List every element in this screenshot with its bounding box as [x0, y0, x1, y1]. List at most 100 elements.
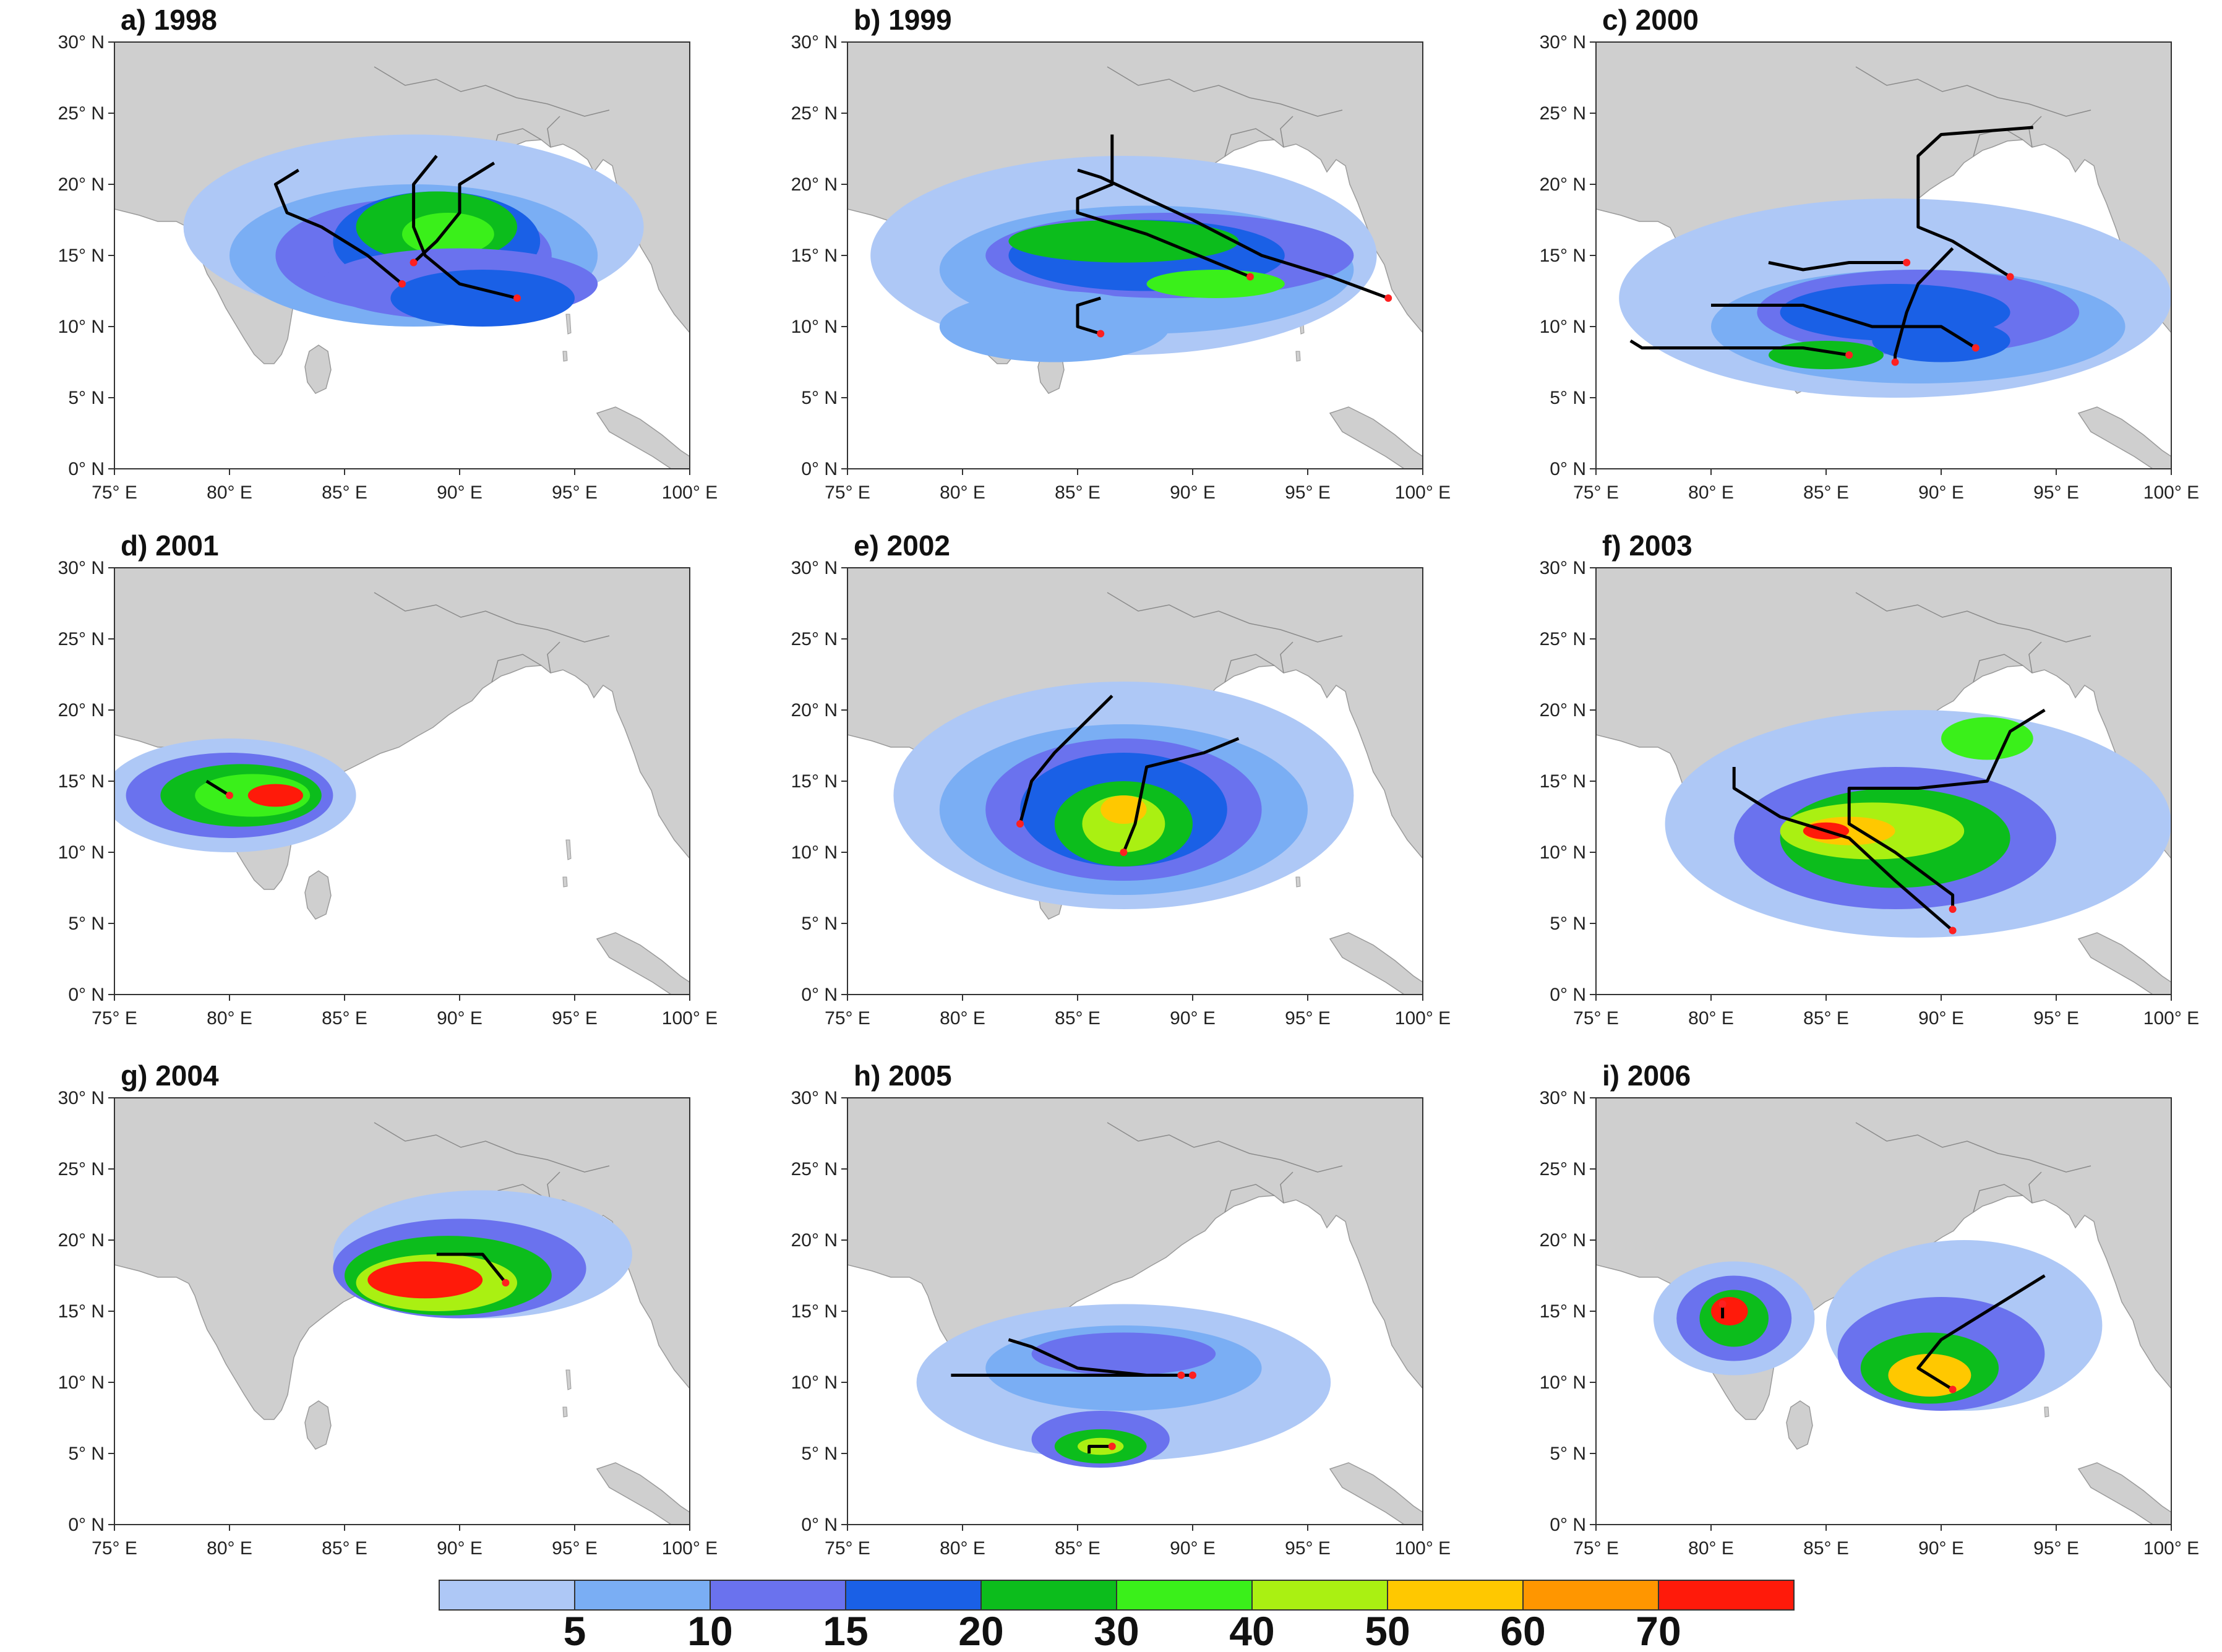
lat-tick-label: 0° N — [801, 459, 838, 479]
lon-tick-label: 90° E — [1918, 482, 1964, 503]
lon-tick-label: 90° E — [1918, 1008, 1964, 1029]
panel-title: a) 1998 — [121, 4, 217, 36]
map-panel: i) 2006 0° N 5° N 10° N 15° N 20° N 25° N 30° N… — [1540, 1059, 2200, 1559]
lon-tick-label: 75° E — [92, 1008, 137, 1029]
panel-title: d) 2001 — [121, 529, 219, 562]
lat-tick-label: 30° N — [1540, 32, 1586, 53]
genesis-point — [1718, 1300, 1727, 1308]
lon-tick-label: 85° E — [1055, 1008, 1100, 1029]
lat-tick-label: 5° N — [1550, 914, 1586, 934]
colorbar-label: 15 — [823, 1608, 868, 1652]
lon-tick-label: 85° E — [1803, 1538, 1849, 1559]
rainfall-contour — [402, 213, 494, 255]
cyclone-track — [1087, 1445, 1112, 1453]
lon-tick-label: 80° E — [207, 1538, 252, 1559]
genesis-point — [1120, 849, 1128, 856]
colorbar-label: 40 — [1229, 1608, 1274, 1652]
genesis-point — [398, 280, 406, 288]
lat-tick-label: 5° N — [801, 388, 838, 408]
rainfall-contour — [939, 291, 1170, 362]
lat-tick-label: 15° N — [791, 246, 838, 266]
lon-tick-label: 75° E — [1573, 1008, 1619, 1029]
lat-tick-label: 5° N — [68, 914, 105, 934]
lon-tick-label: 85° E — [322, 1008, 367, 1029]
genesis-point — [1384, 294, 1392, 302]
cyclone-track — [1732, 767, 1954, 932]
lat-tick-label: 25° N — [791, 1159, 838, 1179]
lon-tick-label: 85° E — [1055, 482, 1100, 503]
map-panel: f) 2003 0° N 5° N 10° N 15° N 20° N 25° N 30° N… — [1540, 529, 2200, 1029]
lat-tick-label: 10° N — [58, 317, 105, 337]
lat-tick-label: 5° N — [801, 914, 838, 934]
lat-tick-label: 0° N — [801, 985, 838, 1005]
lat-tick-label: 25° N — [58, 629, 105, 649]
lon-tick-label: 80° E — [940, 482, 985, 503]
lat-tick-label: 15° N — [1540, 1301, 1586, 1322]
colorbar-swatch — [710, 1580, 846, 1611]
lon-tick-label: 85° E — [322, 1538, 367, 1559]
lat-tick-label: 25° N — [58, 1159, 105, 1179]
lon-tick-label: 95° E — [1285, 482, 1331, 503]
genesis-point — [1097, 330, 1105, 338]
colorbar-label: 5 — [564, 1608, 586, 1652]
map-panel: d) 2001 0° N 5° N 10° N 15° N 20° N 25° N 30° N… — [58, 529, 718, 1029]
lat-tick-label: 25° N — [1540, 1159, 1586, 1179]
lon-tick-label: 85° E — [1055, 1538, 1100, 1559]
genesis-point — [410, 259, 418, 267]
lon-tick-label: 95° E — [552, 482, 598, 503]
lon-tick-label: 90° E — [1170, 1008, 1216, 1029]
lon-tick-label: 95° E — [552, 1008, 598, 1029]
lat-tick-label: 20° N — [791, 1230, 838, 1251]
lon-tick-label: 95° E — [2033, 1008, 2079, 1029]
genesis-point — [1891, 358, 1899, 366]
cyclone-track — [412, 155, 518, 300]
lon-tick-label: 90° E — [437, 1538, 483, 1559]
genesis-point — [502, 1279, 510, 1286]
genesis-point — [1949, 927, 1957, 935]
cyclone-track — [1076, 296, 1101, 335]
lon-tick-label: 75° E — [92, 482, 137, 503]
rainfall-contour — [1769, 341, 1884, 369]
panel-title: f) 2003 — [1602, 529, 1692, 562]
lon-tick-label: 75° E — [1573, 1538, 1619, 1559]
lon-tick-label: 100° E — [662, 482, 718, 503]
lat-tick-label: 5° N — [68, 1444, 105, 1464]
lon-tick-label: 80° E — [940, 1538, 985, 1559]
lon-tick-label: 100° E — [2143, 1008, 2199, 1029]
cyclone-track — [1847, 708, 2046, 909]
lat-tick-label: 30° N — [58, 558, 105, 578]
lon-tick-label: 100° E — [662, 1538, 718, 1559]
lon-tick-label: 75° E — [825, 1008, 870, 1029]
genesis-point — [1971, 344, 1980, 352]
lon-tick-label: 80° E — [207, 1008, 252, 1029]
lon-tick-label: 100° E — [2143, 482, 2199, 503]
rainfall-contour — [247, 784, 304, 807]
genesis-point — [1016, 820, 1024, 828]
lon-tick-label: 90° E — [1170, 482, 1216, 503]
lat-tick-label: 20° N — [791, 700, 838, 721]
panel-title: i) 2006 — [1602, 1059, 1691, 1092]
lon-tick-label: 85° E — [1803, 482, 1849, 503]
lon-tick-label: 75° E — [1573, 482, 1619, 503]
genesis-point — [1246, 273, 1254, 281]
panel-title: g) 2004 — [121, 1059, 219, 1092]
cyclone-track — [412, 161, 495, 264]
lon-tick-label: 80° E — [940, 1008, 985, 1029]
lat-tick-label: 30° N — [791, 558, 838, 578]
lat-tick-label: 0° N — [68, 1515, 105, 1535]
lat-tick-label: 0° N — [68, 459, 105, 479]
lon-tick-label: 80° E — [1688, 482, 1734, 503]
lat-tick-label: 10° N — [791, 317, 838, 337]
lat-tick-label: 25° N — [58, 103, 105, 124]
lat-tick-label: 10° N — [1540, 842, 1586, 863]
lon-tick-label: 100° E — [2143, 1538, 2199, 1559]
colorbar-label: 20 — [958, 1608, 1003, 1652]
lat-tick-label: 20° N — [58, 1230, 105, 1251]
lon-tick-label: 85° E — [322, 482, 367, 503]
genesis-point — [1108, 1442, 1116, 1450]
lat-tick-label: 20° N — [1540, 700, 1586, 721]
cyclone-track — [205, 779, 231, 797]
lat-tick-label: 15° N — [1540, 771, 1586, 792]
lon-tick-label: 90° E — [1170, 1538, 1216, 1559]
